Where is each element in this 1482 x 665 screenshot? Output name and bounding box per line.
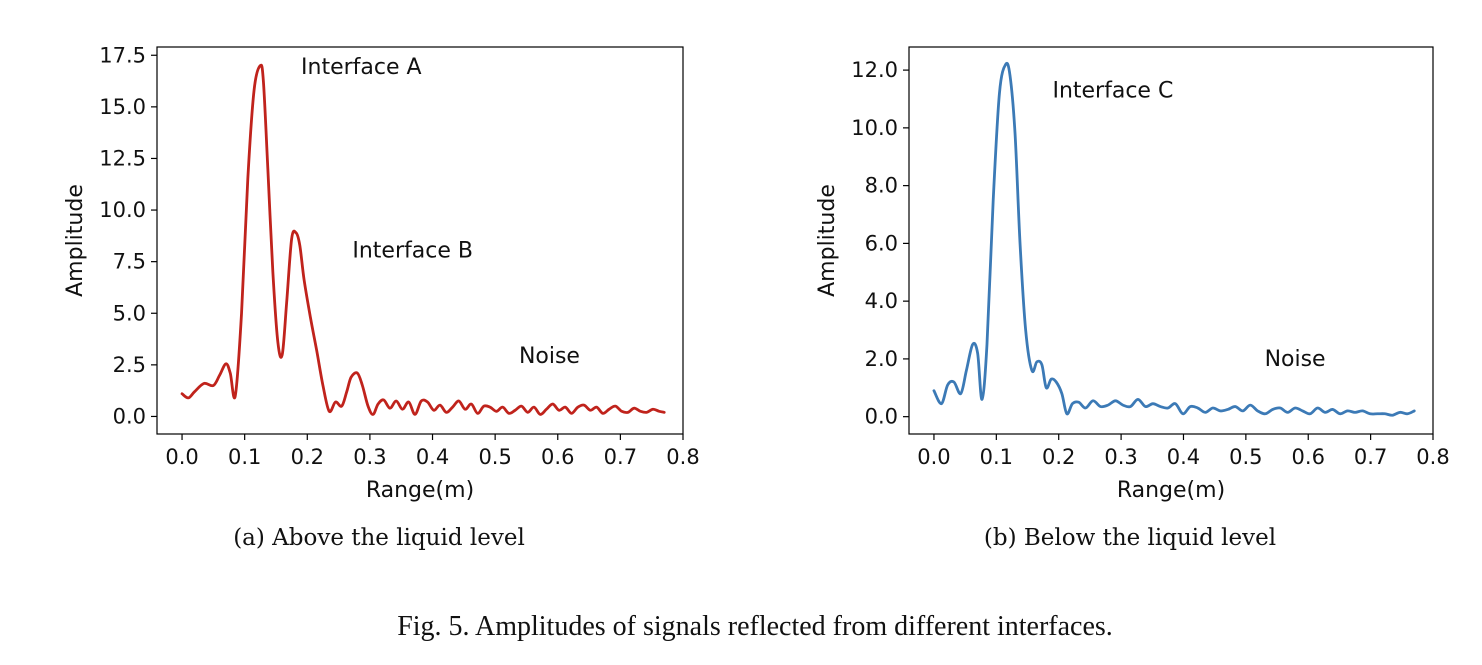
chart-a-xlabel: Range(m) <box>366 478 474 503</box>
chart-a-frame <box>156 46 684 435</box>
chart-a-xtick-label: 0.6 <box>541 445 574 469</box>
chart-a-ytick-label: 17.5 <box>99 43 146 67</box>
chart-a-series-line <box>180 63 666 416</box>
chart-a-ylabel: Amplitude <box>63 184 88 297</box>
chart-b-xtick-label: 0.6 <box>1292 445 1325 469</box>
chart-a-ytick-label: 5.0 <box>113 301 146 325</box>
chart-panel-a: 0.0 0.1 0.2 0.3 0.4 0.5 0.6 0.7 0.8 0.0 2.5 5.0 7.5 1… <box>63 43 700 503</box>
chart-b-series-line <box>932 61 1416 417</box>
chart-b-ytick-label: 8.0 <box>865 174 898 198</box>
chart-b-xtick-label: 0.3 <box>1104 445 1137 469</box>
chart-a-annotation: Interface A <box>301 55 422 80</box>
chart-b-ylabel: Amplitude <box>815 184 840 297</box>
chart-a-ytick-label: 15.0 <box>99 95 146 119</box>
chart-a-xtick-label: 0.8 <box>666 445 699 469</box>
chart-panel-b: 0.0 0.1 0.2 0.3 0.4 0.5 0.6 0.7 0.8 0.0 2.0 4.0 6.0 8… <box>815 46 1450 503</box>
chart-a-annotation: Noise <box>519 344 580 369</box>
chart-b-ytick-label: 4.0 <box>865 289 898 313</box>
chart-b-frame <box>908 46 1434 435</box>
chart-a-xtick-label: 0.4 <box>416 445 449 469</box>
caption-panel-b: (b) Below the liquid level <box>984 525 1276 551</box>
chart-b-ytick-label: 2.0 <box>865 347 898 371</box>
chart-b-xtick-label: 0.5 <box>1229 445 1262 469</box>
chart-b-xtick-label: 0.2 <box>1042 445 1075 469</box>
chart-b-ytick-label: 0.0 <box>865 405 898 429</box>
chart-a-ytick-label: 0.0 <box>113 404 146 428</box>
chart-b-xtick-label: 0.4 <box>1167 445 1200 469</box>
chart-b-xtick-label: 0.0 <box>917 445 950 469</box>
chart-a-xtick-label: 0.0 <box>165 445 198 469</box>
chart-a-xtick-label: 0.7 <box>604 445 637 469</box>
chart-a-xtick-label: 0.3 <box>353 445 386 469</box>
chart-a-xtick-label: 0.2 <box>291 445 324 469</box>
chart-b-xlabel: Range(m) <box>1117 478 1225 503</box>
chart-a-ytick-label: 2.5 <box>113 353 146 377</box>
chart-b-xtick-label: 0.7 <box>1354 445 1387 469</box>
caption-panel-a: (a) Above the liquid level <box>233 525 525 551</box>
chart-b-ytick-label: 10.0 <box>851 116 898 140</box>
chart-a-ytick-label: 10.0 <box>99 198 146 222</box>
chart-b-xtick-label: 0.8 <box>1416 445 1449 469</box>
chart-b-ytick-label: 12.0 <box>851 58 898 82</box>
chart-a-ytick-label: 7.5 <box>113 250 146 274</box>
chart-b-annotation: Interface C <box>1052 79 1173 104</box>
chart-b-annotation: Noise <box>1265 347 1326 372</box>
chart-a-annotation: Interface B <box>352 239 473 264</box>
chart-a-xtick-label: 0.5 <box>478 445 511 469</box>
chart-a-ytick-label: 12.5 <box>99 146 146 170</box>
chart-b-ytick-label: 6.0 <box>865 231 898 255</box>
chart-b-xtick-label: 0.1 <box>980 445 1013 469</box>
figure-caption: Fig. 5. Amplitudes of signals reflected … <box>397 611 1113 642</box>
chart-a-xtick-label: 0.1 <box>228 445 261 469</box>
